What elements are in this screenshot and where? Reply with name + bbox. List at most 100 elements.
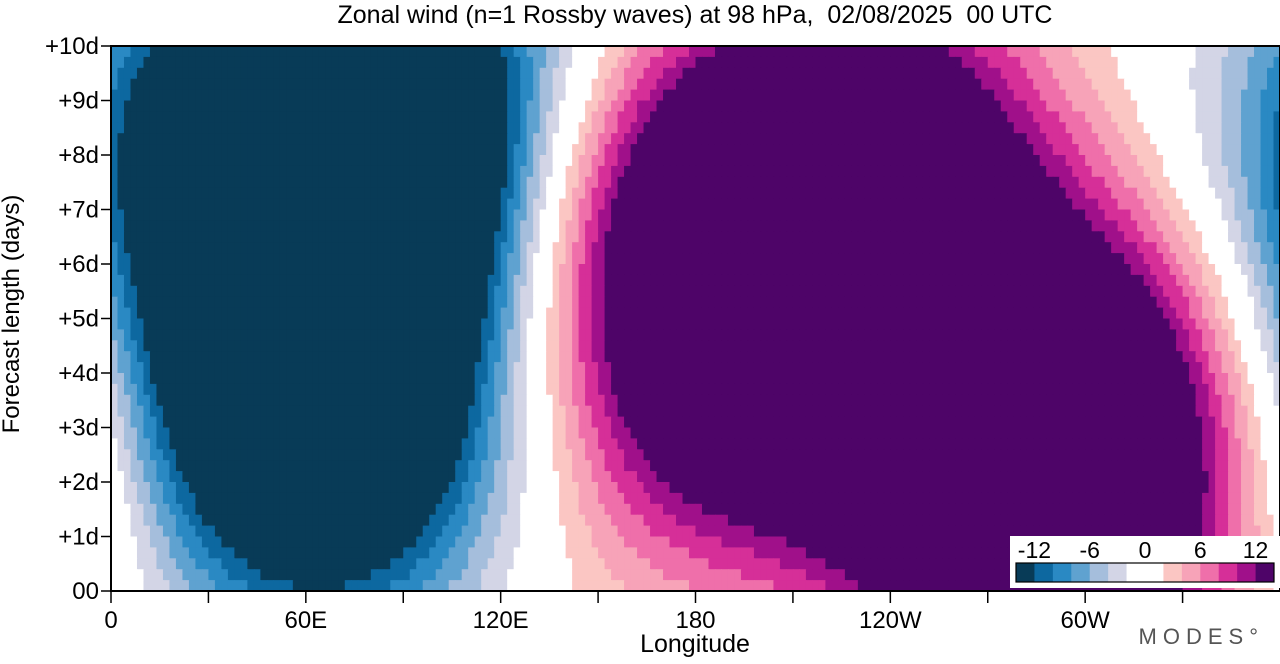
field-cell [1130, 122, 1138, 134]
field-cell [1072, 46, 1080, 58]
field-cell [383, 187, 391, 200]
field-cell [695, 307, 703, 320]
field-cell [377, 253, 385, 265]
field-cell [1169, 46, 1177, 58]
field-cell [689, 111, 697, 123]
field-cell [955, 340, 963, 352]
field-cell [961, 100, 969, 112]
field-cell [279, 111, 287, 123]
field-cell [818, 122, 826, 134]
field-cell [208, 231, 216, 243]
field-cell [513, 100, 521, 112]
field-cell [578, 100, 586, 112]
field-cell [779, 329, 788, 341]
field-cell [383, 67, 391, 80]
field-cell [1091, 231, 1099, 243]
field-cell [955, 122, 963, 134]
field-cell [916, 274, 924, 287]
field-cell [974, 78, 982, 91]
field-cell [1039, 133, 1047, 145]
field-cell [857, 155, 865, 167]
field-cell [494, 296, 502, 309]
field-cell [611, 176, 619, 189]
field-cell [1247, 231, 1255, 243]
field-cell [1273, 253, 1280, 265]
field-cell [240, 46, 248, 58]
field-cell [357, 340, 365, 352]
field-cell [1273, 133, 1280, 145]
field-cell [1247, 67, 1255, 80]
field-cell [1085, 253, 1093, 265]
field-cell [1182, 329, 1190, 341]
field-cell [1046, 274, 1054, 287]
field-cell [903, 285, 911, 298]
field-cell [896, 329, 904, 341]
field-cell [1267, 264, 1275, 276]
field-cell [779, 67, 788, 80]
field-cell [1098, 220, 1106, 232]
field-cell [1234, 296, 1242, 309]
field-cell [253, 67, 261, 80]
field-cell [214, 187, 222, 200]
field-cell [656, 209, 664, 221]
field-cell [909, 220, 917, 232]
field-cell [1260, 67, 1268, 80]
field-cell [740, 198, 749, 211]
field-cell [1176, 198, 1184, 211]
field-cell [559, 274, 567, 287]
field-cell [286, 187, 294, 200]
field-cell [766, 318, 775, 330]
field-cell [961, 176, 969, 189]
field-cell [182, 176, 190, 189]
field-cell [1000, 176, 1008, 189]
field-cell [1215, 285, 1223, 298]
field-cell [825, 165, 833, 178]
field-cell [565, 100, 573, 112]
field-cell [403, 46, 411, 58]
field-cell [552, 187, 560, 200]
field-cell [351, 176, 359, 189]
field-cell [195, 198, 203, 211]
field-cell [792, 187, 801, 200]
field-cell [208, 187, 216, 200]
field-cell [292, 155, 300, 167]
field-cell [494, 78, 502, 91]
field-cell [279, 231, 287, 243]
field-cell [753, 100, 762, 112]
field-cell [370, 155, 378, 167]
field-cell [994, 198, 1002, 211]
field-cell [708, 46, 716, 58]
field-cell [1033, 56, 1041, 69]
field-cell [344, 253, 352, 265]
field-cell [227, 100, 235, 112]
field-cell [650, 296, 658, 309]
field-cell [909, 100, 917, 112]
field-cell [825, 176, 833, 189]
field-cell [370, 264, 378, 276]
field-cell [260, 340, 268, 352]
field-cell [909, 340, 917, 352]
field-cell [1072, 318, 1080, 330]
field-cell [1143, 100, 1151, 112]
field-cell [1130, 285, 1138, 298]
field-cell [1033, 307, 1041, 320]
field-cell [481, 133, 489, 145]
field-cell [286, 296, 294, 309]
field-cell [773, 89, 781, 102]
field-cell [234, 329, 242, 341]
field-cell [766, 46, 775, 58]
field-cell [201, 56, 210, 69]
field-cell [364, 318, 372, 330]
field-cell [922, 340, 930, 352]
field-cell [942, 220, 950, 232]
field-cell [546, 133, 554, 145]
field-cell [572, 220, 580, 232]
field-cell [357, 264, 365, 276]
field-cell [409, 253, 417, 265]
field-cell [727, 318, 736, 330]
field-cell [1273, 220, 1280, 232]
field-cell [669, 56, 677, 69]
field-cell [578, 89, 586, 102]
field-cell [701, 187, 710, 200]
